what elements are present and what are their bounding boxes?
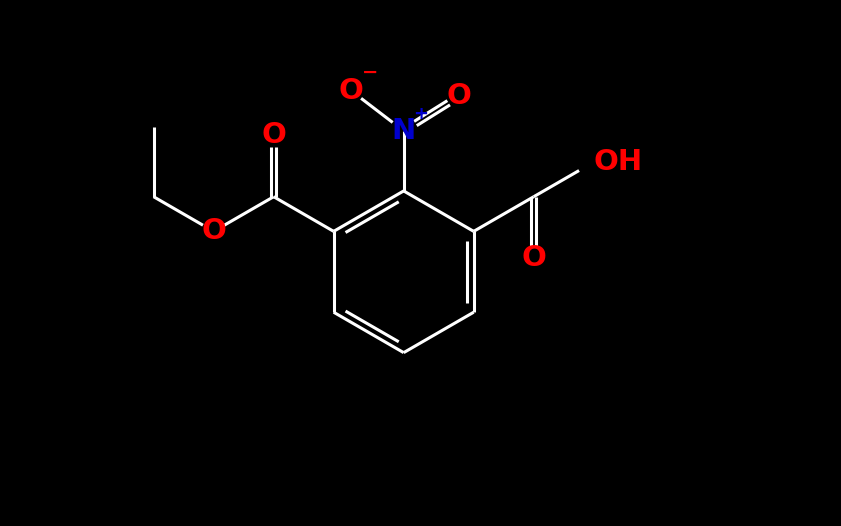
Text: O: O [521,244,546,272]
Text: N: N [392,117,415,145]
Text: +: + [413,105,428,123]
Text: O: O [339,77,364,105]
Text: O: O [262,121,286,149]
Text: −: − [362,63,378,82]
Text: OH: OH [594,148,643,176]
Text: O: O [201,217,226,245]
Text: O: O [447,82,472,110]
